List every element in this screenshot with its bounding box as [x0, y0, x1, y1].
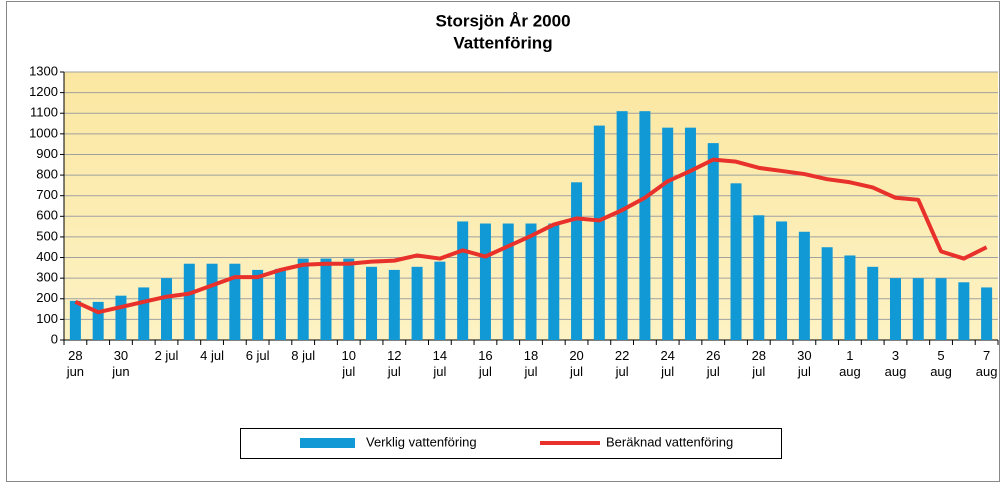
bar — [274, 268, 286, 340]
y-tick-label: 1200 — [29, 84, 58, 99]
bar — [366, 266, 378, 340]
bar — [457, 221, 469, 340]
legend-label: Verklig vattenföring — [366, 434, 477, 449]
chart-subtitle: Vattenföring — [453, 33, 552, 52]
bar — [411, 266, 423, 340]
x-tick-label: 22 jul — [614, 348, 630, 379]
bar — [639, 111, 651, 341]
y-tick-label: 1100 — [30, 105, 58, 120]
x-tick-label: 30 jun — [112, 348, 130, 379]
bar — [297, 258, 309, 340]
x-tick-label: 28 jun — [66, 348, 85, 379]
bar — [707, 143, 719, 340]
bar — [616, 111, 628, 341]
x-tick-label: 16 jul — [478, 348, 493, 379]
bar — [161, 278, 173, 340]
x-tick-label: 7 aug — [975, 348, 998, 379]
bar — [662, 127, 674, 341]
bar — [798, 231, 810, 340]
y-tick-label: 400 — [36, 249, 58, 264]
bar — [844, 255, 856, 340]
line — [74, 157, 988, 315]
y-tick-label: 1300 — [29, 63, 58, 78]
y-tick-label: 1000 — [29, 125, 58, 140]
x-tick-label: 1 aug — [839, 348, 861, 379]
x-tick-label: 14 jul — [432, 348, 448, 379]
bar — [912, 278, 924, 340]
y-tick-label: 600 — [36, 208, 58, 223]
y-tick-label: 800 — [36, 167, 58, 182]
y-tick-label: 200 — [36, 290, 58, 305]
x-tick-label: 26 jul — [706, 348, 721, 379]
x-tick-label: 4 jul — [200, 348, 224, 363]
bar — [981, 287, 993, 340]
y-tick-label: 700 — [36, 187, 58, 202]
bar — [958, 282, 970, 340]
x-tick-label: 5 aug — [930, 348, 952, 379]
bar — [115, 295, 127, 340]
y-tick-label: 500 — [36, 228, 58, 243]
y-tick-label: 300 — [36, 270, 58, 285]
bar — [867, 266, 879, 340]
x-tick-label: 10 jul — [341, 348, 356, 379]
bar — [684, 127, 696, 341]
bar — [388, 269, 400, 340]
bar — [730, 183, 742, 340]
x-tick-label: 6 jul — [245, 348, 270, 363]
bar — [229, 263, 241, 340]
x-tick-label: 18 jul — [523, 348, 539, 379]
bar — [183, 263, 195, 340]
bar — [776, 221, 788, 340]
y-tick-label: 0 — [51, 331, 58, 346]
bar — [138, 287, 150, 340]
y-tick-label: 100 — [36, 311, 58, 326]
x-tick-label: 20 jul — [569, 348, 584, 379]
bar — [479, 223, 491, 340]
legend-swatch — [300, 438, 355, 448]
bar — [434, 261, 446, 340]
bar — [889, 278, 901, 340]
bar — [343, 258, 355, 340]
bar — [320, 258, 332, 340]
bar — [252, 269, 264, 340]
x-tick-label: 12 jul — [387, 348, 402, 379]
bar — [548, 223, 560, 340]
x-tick-label: 24 jul — [660, 348, 675, 379]
bar — [571, 182, 583, 340]
bar — [935, 278, 947, 340]
bar — [593, 125, 605, 340]
legend-label: Beräknad vattenföring — [606, 434, 733, 449]
chart-title: Storsjön År 2000 — [435, 11, 570, 30]
bar — [821, 247, 833, 340]
x-tick-label: 3 aug — [884, 348, 907, 379]
bar — [206, 263, 218, 340]
bar — [69, 300, 81, 340]
x-tick-label: 28 jul — [751, 348, 767, 379]
bar — [502, 223, 514, 340]
x-tick-label: 30 jul — [797, 348, 812, 379]
y-tick-label: 900 — [36, 146, 58, 161]
bar — [92, 301, 104, 340]
x-tick-label: 2 jul — [154, 348, 179, 363]
bar — [753, 215, 765, 340]
x-tick-label: 8 jul — [291, 348, 316, 363]
bar — [525, 223, 537, 340]
